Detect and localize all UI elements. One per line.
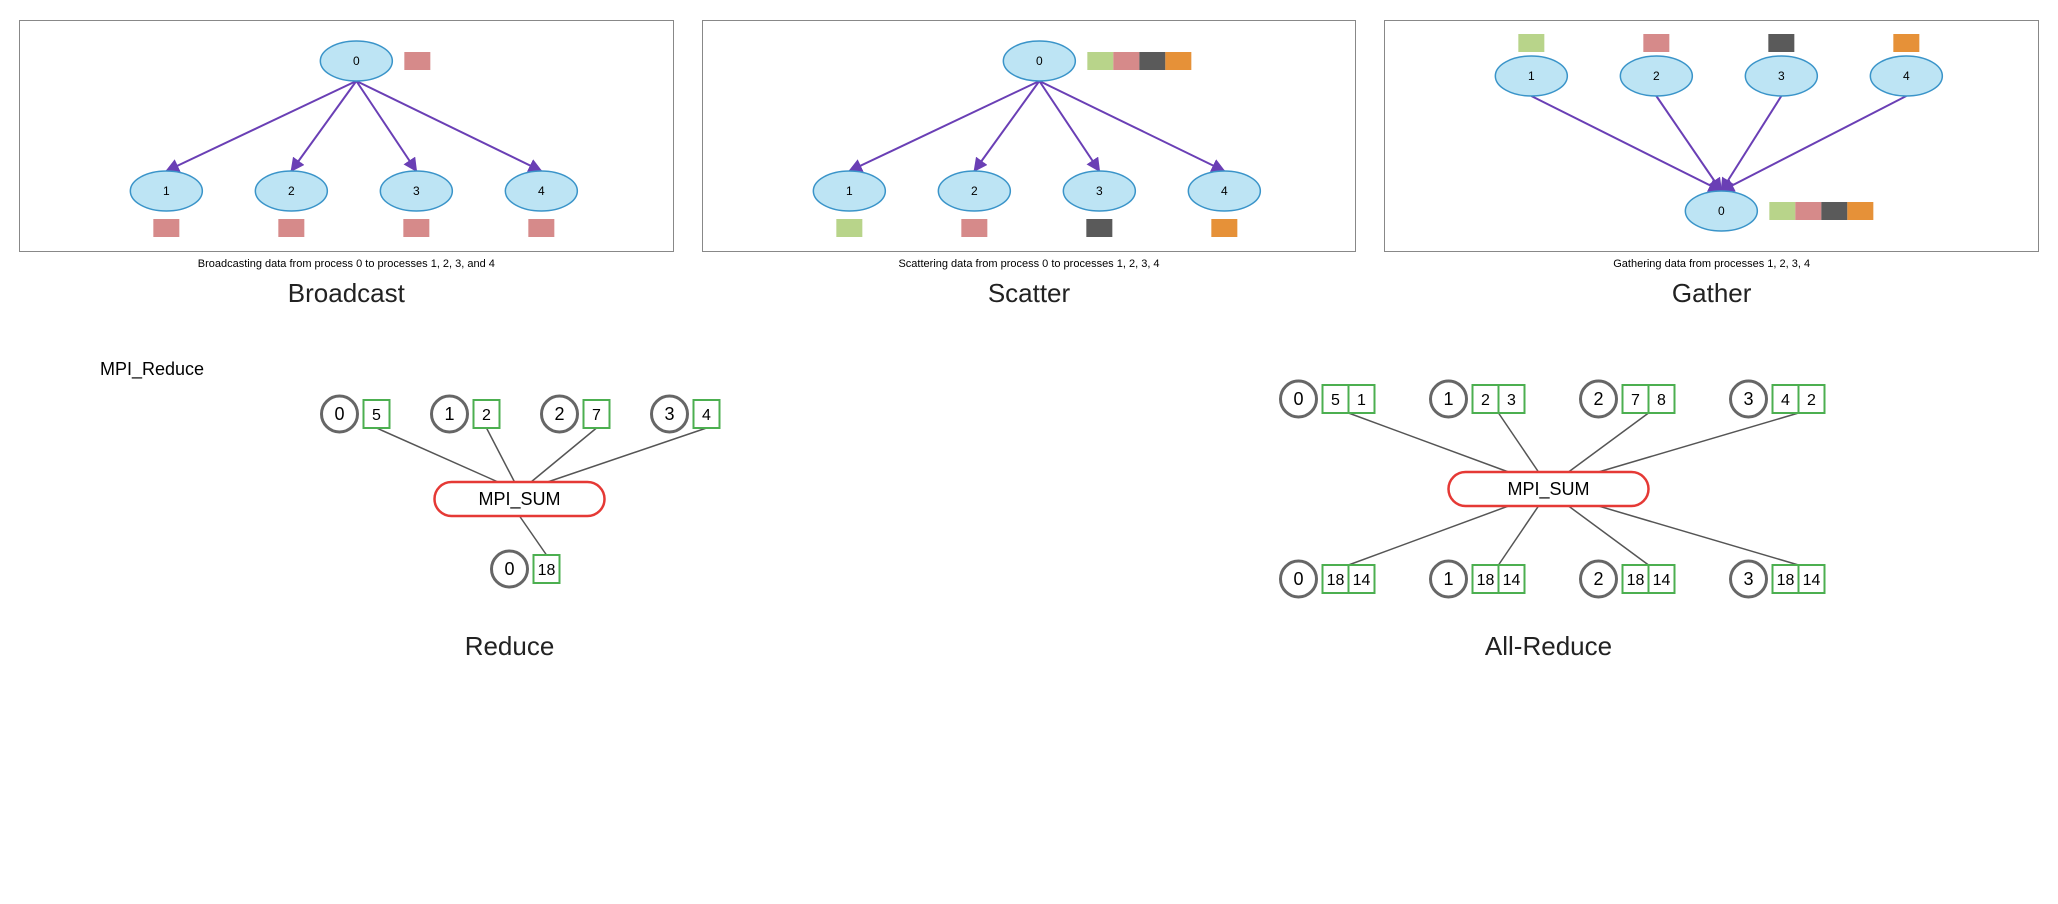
reduce-container: MPI_Reduce MPI_SUM 0 5 1 2 2 7 3 4 0 18 Reduce <box>20 359 999 662</box>
svg-text:18: 18 <box>1777 572 1795 589</box>
gather-container: 1 2 3 4 0 Gathering data from processes 1, 2… <box>1385 20 2038 309</box>
broadcast-caption: Broadcasting data from process 0 to proc… <box>198 258 495 270</box>
svg-text:3: 3 <box>1507 392 1516 409</box>
allreduce-container: MPI_SUM05112327834201814118142181431814 … <box>1059 359 2038 662</box>
svg-text:2: 2 <box>482 407 491 424</box>
broadcast-container: 0 1 2 3 4 Broadcasting data from process 0 t… <box>20 20 673 309</box>
svg-text:0: 0 <box>1293 569 1303 589</box>
broadcast-title: Broadcast <box>288 278 405 309</box>
svg-text:18: 18 <box>1327 572 1345 589</box>
svg-text:2: 2 <box>1807 392 1816 409</box>
svg-text:3: 3 <box>1778 69 1785 83</box>
svg-text:4: 4 <box>702 407 711 424</box>
scatter-container: 0 1 2 3 4 Scattering data from process 0 to … <box>703 20 1356 309</box>
gather-panel: 1 2 3 4 0 <box>1384 20 2039 252</box>
svg-text:3: 3 <box>1743 569 1753 589</box>
allreduce-title: All-Reduce <box>1485 631 1612 662</box>
svg-text:4: 4 <box>1903 69 1910 83</box>
svg-text:14: 14 <box>1353 572 1371 589</box>
svg-text:2: 2 <box>971 184 978 198</box>
svg-text:3: 3 <box>664 404 674 424</box>
reduce-title: Reduce <box>465 631 555 662</box>
scatter-panel: 0 1 2 3 4 <box>702 20 1357 252</box>
svg-text:14: 14 <box>1503 572 1521 589</box>
svg-text:2: 2 <box>554 404 564 424</box>
broadcast-panel: 0 1 2 3 4 <box>19 20 674 252</box>
svg-text:8: 8 <box>1657 392 1666 409</box>
svg-text:3: 3 <box>1743 389 1753 409</box>
svg-text:3: 3 <box>413 184 420 198</box>
svg-text:1: 1 <box>1443 569 1453 589</box>
svg-text:1: 1 <box>1528 69 1535 83</box>
svg-text:0: 0 <box>504 559 514 579</box>
svg-text:4: 4 <box>1781 392 1790 409</box>
svg-text:2: 2 <box>1653 69 1660 83</box>
gather-caption: Gathering data from processes 1, 2, 3, 4 <box>1613 258 1810 270</box>
svg-text:5: 5 <box>1331 392 1340 409</box>
svg-text:2: 2 <box>1593 569 1603 589</box>
svg-text:MPI_SUM: MPI_SUM <box>1507 479 1589 500</box>
svg-text:7: 7 <box>592 407 601 424</box>
svg-text:2: 2 <box>288 184 295 198</box>
svg-text:0: 0 <box>1036 54 1043 68</box>
reduce-header: MPI_Reduce <box>100 359 204 380</box>
svg-text:1: 1 <box>846 184 853 198</box>
svg-text:2: 2 <box>1481 392 1490 409</box>
scatter-title: Scatter <box>988 278 1070 309</box>
svg-text:18: 18 <box>538 562 556 579</box>
svg-text:5: 5 <box>372 407 381 424</box>
svg-text:7: 7 <box>1631 392 1640 409</box>
svg-text:0: 0 <box>334 404 344 424</box>
svg-text:0: 0 <box>353 54 360 68</box>
svg-text:MPI_SUM: MPI_SUM <box>478 489 560 510</box>
svg-text:4: 4 <box>538 184 545 198</box>
svg-text:1: 1 <box>1443 389 1453 409</box>
gather-title: Gather <box>1672 278 1752 309</box>
svg-text:2: 2 <box>1593 389 1603 409</box>
svg-text:3: 3 <box>1096 184 1103 198</box>
scatter-caption: Scattering data from process 0 to proces… <box>898 258 1159 270</box>
svg-text:18: 18 <box>1627 572 1645 589</box>
svg-text:4: 4 <box>1221 184 1228 198</box>
top-row: 0 1 2 3 4 Broadcasting data from process 0 t… <box>20 20 2038 309</box>
svg-text:0: 0 <box>1718 204 1725 218</box>
bottom-row: MPI_Reduce MPI_SUM05122734018 Reduce MPI… <box>20 359 2038 662</box>
svg-text:1: 1 <box>1357 392 1366 409</box>
svg-text:14: 14 <box>1803 572 1821 589</box>
svg-text:14: 14 <box>1653 572 1671 589</box>
svg-text:1: 1 <box>163 184 170 198</box>
svg-text:18: 18 <box>1477 572 1495 589</box>
svg-text:0: 0 <box>1293 389 1303 409</box>
svg-text:1: 1 <box>444 404 454 424</box>
